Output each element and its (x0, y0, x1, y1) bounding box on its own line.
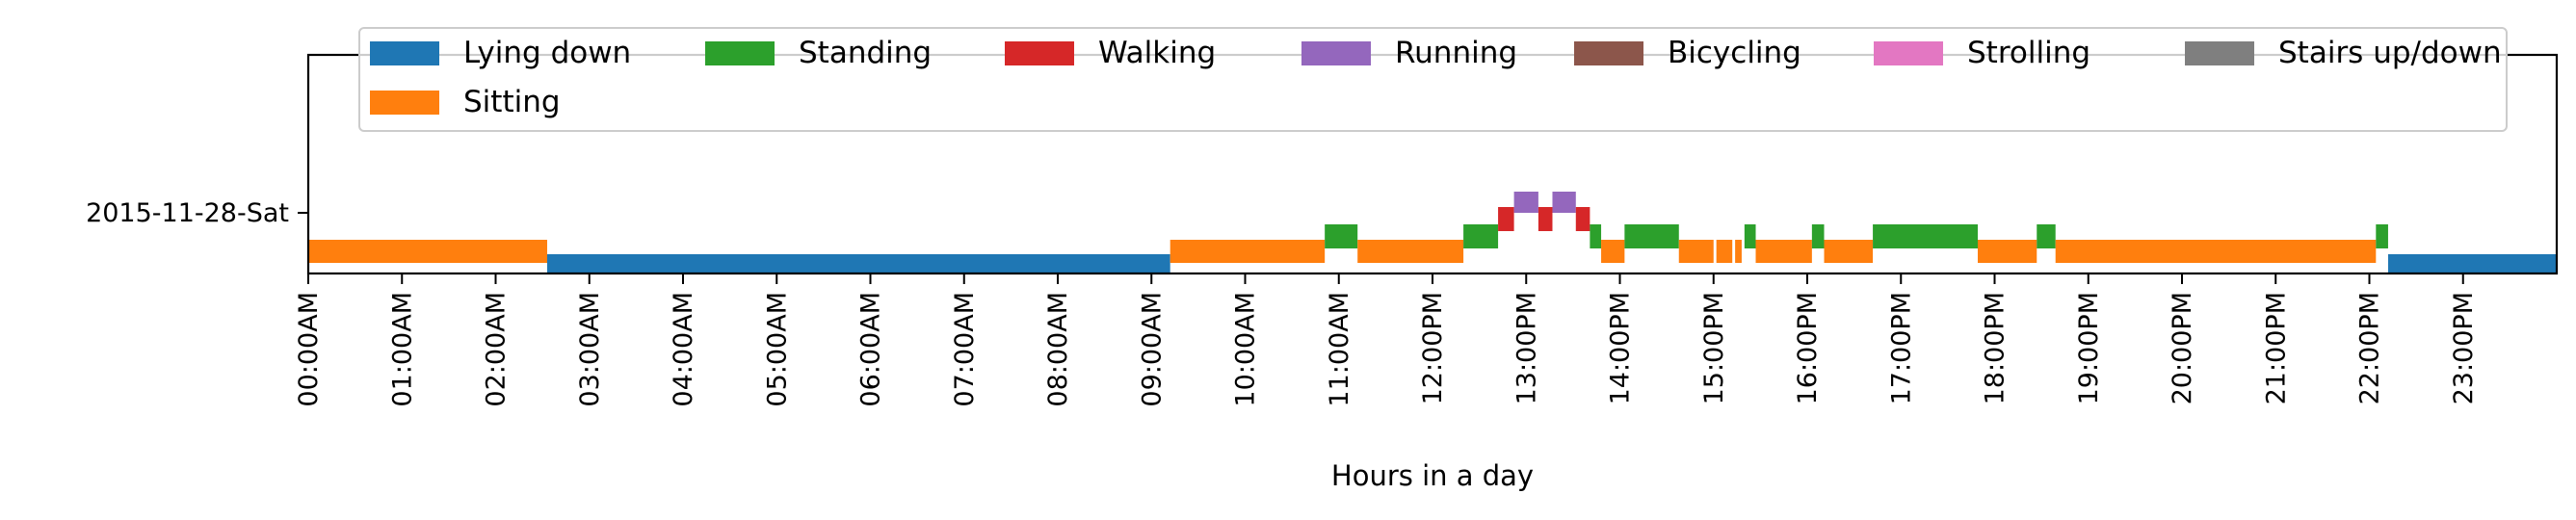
x-tick-label: 22:00PM (2355, 292, 2385, 404)
activity-bar-standing (1744, 224, 1756, 248)
x-tick-label: 07:00AM (950, 292, 980, 407)
legend-label: Lying down (463, 36, 631, 70)
x-tick-label: 00:00AM (294, 292, 324, 407)
x-tick-label: 23:00PM (2449, 292, 2479, 404)
activity-bar-sitting (1170, 240, 1326, 263)
x-tick-label: 03:00AM (575, 292, 605, 407)
x-tick-label: 01:00AM (387, 292, 417, 407)
x-tick-label: 11:00AM (1325, 292, 1354, 407)
legend-swatch (370, 91, 439, 115)
activity-bar-walking (1498, 207, 1514, 231)
x-tick-label: 06:00AM (856, 292, 886, 407)
legend-label: Standing (799, 36, 932, 70)
legend-swatch (1874, 41, 1943, 65)
activity-bar-sitting (1601, 240, 1625, 263)
activity-bar-sitting (1735, 240, 1742, 263)
activity-bar-running (1513, 192, 1538, 213)
y-axis: 2015-11-28-Sat (86, 198, 308, 228)
activity-bar-running (1552, 192, 1576, 213)
activity-bars (308, 192, 2557, 273)
x-tick-label: 18:00PM (1981, 292, 2011, 404)
x-tick-label: 17:00PM (1886, 292, 1916, 404)
activity-bar-standing (2376, 224, 2388, 248)
x-axis-ticks: 00:00AM 01:00AM 02:00AM 03:00AM 04:00AM 05:00… (294, 273, 2479, 407)
activity-bar-sitting (1716, 240, 1733, 263)
activity-bar-standing (1624, 224, 1679, 248)
activity-bar-sitting (1755, 240, 1812, 263)
legend-frame (358, 27, 2508, 132)
activity-bar-sitting (1678, 240, 1714, 263)
x-tick-label: 20:00PM (2168, 292, 2197, 404)
legend-label: Stairs up/down (2278, 36, 2502, 70)
x-tick-label: 09:00AM (1137, 292, 1167, 407)
legend-swatch (705, 41, 775, 65)
x-tick-label: 02:00AM (482, 292, 512, 407)
legend-label: Strolling (1967, 36, 2090, 70)
activity-bar-standing (1463, 224, 1499, 248)
activity-bar-walking (1575, 207, 1590, 231)
legend-label: Bicycling (1668, 36, 1801, 70)
legend-swatch (1301, 41, 1371, 65)
activity-bar-sitting (308, 240, 547, 263)
legend: Lying down Standing Walking Running Bicyclin… (358, 27, 2508, 132)
x-tick-label: 13:00PM (1511, 292, 1541, 404)
activity-bar-sitting (1357, 240, 1464, 263)
x-tick-label: 04:00AM (669, 292, 698, 407)
x-tick-label: 21:00PM (2261, 292, 2291, 404)
activity-bar-sitting (1824, 240, 1874, 263)
legend-swatch (1005, 41, 1074, 65)
x-tick-label: 19:00PM (2074, 292, 2104, 404)
x-tick-label: 08:00AM (1043, 292, 1073, 407)
x-tick-label: 14:00PM (1606, 292, 1636, 404)
x-axis-label: Hours in a day (1331, 459, 1534, 492)
legend-label: Sitting (463, 85, 561, 119)
x-tick-label: 10:00AM (1231, 292, 1261, 407)
legend-label: Running (1395, 36, 1517, 70)
activity-bar-standing (1325, 224, 1358, 248)
activity-bar-standing (1811, 224, 1825, 248)
activity-bar-sitting (1977, 240, 2037, 263)
legend-swatch (2185, 41, 2254, 65)
activity-bar-standing (2037, 224, 2056, 248)
x-tick-label: 12:00PM (1418, 292, 1448, 404)
x-tick-label: 05:00AM (762, 292, 792, 407)
legend-swatch (370, 41, 439, 65)
y-tick-label: 2015-11-28-Sat (86, 198, 289, 228)
activity-bar-lying-down (546, 254, 1170, 273)
activity-bar-sitting (2055, 240, 2377, 263)
x-tick-label: 15:00PM (1699, 292, 1729, 404)
activity-bar-standing (1590, 224, 1602, 248)
activity-bar-lying-down (2387, 254, 2557, 273)
legend-swatch (1574, 41, 1643, 65)
x-tick-label: 16:00PM (1793, 292, 1823, 404)
activity-bar-walking (1538, 207, 1553, 231)
activity-bar-standing (1873, 224, 1978, 248)
legend-label: Walking (1098, 36, 1216, 70)
